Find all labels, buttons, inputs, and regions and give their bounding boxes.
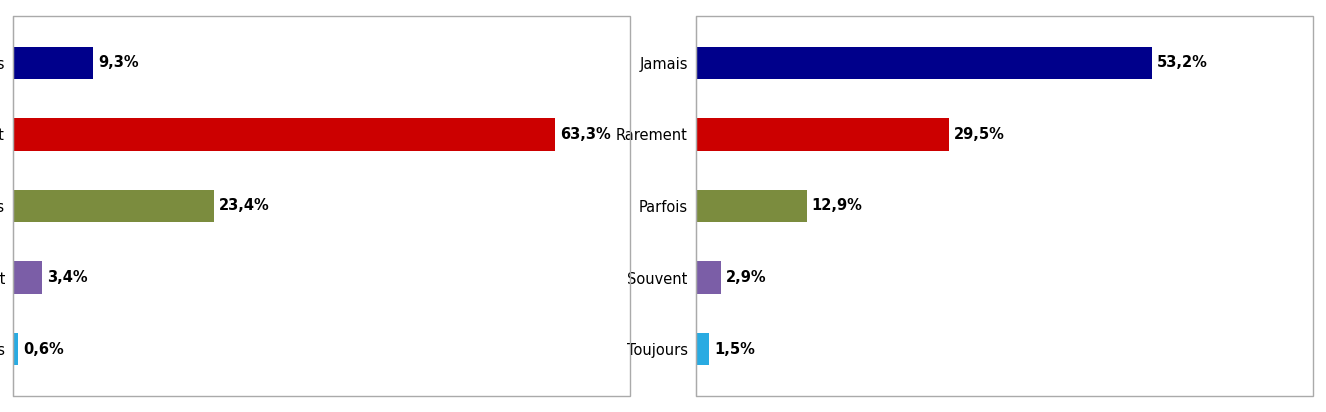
Bar <box>696 118 949 150</box>
Bar <box>13 47 93 79</box>
Text: 1,5%: 1,5% <box>715 342 754 356</box>
Text: 9,3%: 9,3% <box>98 56 139 70</box>
Text: 53,2%: 53,2% <box>1156 56 1208 70</box>
Bar <box>13 190 213 222</box>
Text: 2,9%: 2,9% <box>727 270 766 285</box>
Bar <box>13 333 19 365</box>
Bar <box>696 190 806 222</box>
Text: 63,3%: 63,3% <box>561 127 611 142</box>
Bar <box>13 118 556 150</box>
Bar <box>13 262 42 294</box>
Text: 23,4%: 23,4% <box>219 199 269 213</box>
Bar <box>696 262 721 294</box>
Text: 29,5%: 29,5% <box>953 127 1005 142</box>
Text: 3,4%: 3,4% <box>48 270 88 285</box>
Text: 12,9%: 12,9% <box>812 199 863 213</box>
Text: 0,6%: 0,6% <box>24 342 64 356</box>
Bar <box>696 47 1152 79</box>
Bar <box>696 333 709 365</box>
